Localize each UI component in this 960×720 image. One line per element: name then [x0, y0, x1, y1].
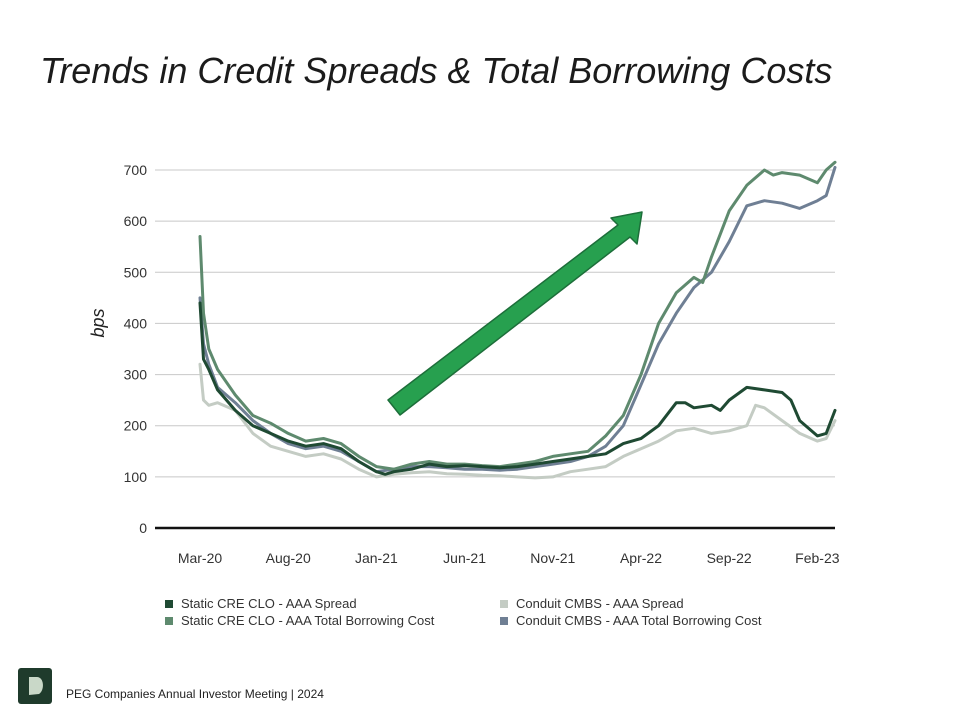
x-tick-label: Sep-22: [707, 550, 752, 566]
x-tick-label: Mar-20: [178, 550, 223, 566]
slide-title: Trends in Credit Spreads & Total Borrowi…: [40, 50, 833, 91]
y-tick-label: 600: [124, 213, 148, 229]
legend-item: Static CRE CLO - AAA Total Borrowing Cos…: [165, 613, 500, 628]
x-tick-label: Jan-21: [355, 550, 398, 566]
y-tick-label: 100: [124, 469, 148, 485]
y-tick-label: 500: [124, 264, 148, 280]
x-tick-label: Nov-21: [530, 550, 575, 566]
x-tick-label: Apr-22: [620, 550, 662, 566]
series-line-conduit-cmbs-aaa-spread: [198, 362, 837, 480]
y-tick-label: 0: [139, 520, 147, 536]
y-tick-label: 300: [124, 367, 148, 383]
y-axis-label: bps: [88, 308, 108, 337]
x-tick-label: Aug-20: [266, 550, 311, 566]
legend-swatch: [500, 616, 508, 625]
legend-swatch: [165, 616, 173, 625]
legend-item: Conduit CMBS - AAA Total Borrowing Cost: [500, 613, 825, 628]
y-tick-labels: 0 100 200 300 400 500 600 700: [124, 162, 148, 536]
legend-item: Static CRE CLO - AAA Spread: [165, 596, 500, 611]
trend-arrow-icon: [387, 211, 643, 416]
x-tick-label: Jun-21: [443, 550, 486, 566]
y-tick-label: 400: [124, 315, 148, 331]
x-tick-label: Feb-23: [795, 550, 840, 566]
legend-swatch: [165, 599, 173, 608]
legend-swatch: [500, 599, 508, 608]
series-lines: [198, 160, 837, 480]
series-line-static-cre-clo-aaa-spread: [198, 301, 837, 476]
x-tick-labels: Mar-20 Aug-20 Jan-21 Jun-21 Nov-21 Apr-22 Sep-…: [178, 550, 840, 566]
peg-logo-icon: [18, 668, 52, 704]
legend-label: Conduit CMBS - AAA Total Borrowing Cost: [516, 613, 762, 628]
footer-text: PEG Companies Annual Investor Meeting | …: [66, 687, 324, 701]
legend-label: Static CRE CLO - AAA Spread: [181, 596, 357, 611]
chart-legend: Static CRE CLO - AAA Spread Conduit CMBS…: [165, 596, 825, 628]
legend-label: Conduit CMBS - AAA Spread: [516, 596, 684, 611]
y-tick-label: 700: [124, 162, 148, 178]
y-tick-label: 200: [124, 418, 148, 434]
footer: PEG Companies Annual Investor Meeting | …: [18, 668, 324, 704]
legend-label: Static CRE CLO - AAA Total Borrowing Cos…: [181, 613, 435, 628]
legend-item: Conduit CMBS - AAA Spread: [500, 596, 825, 611]
series-line-static-cre-clo-aaa-total-borrowing-cost: [198, 160, 837, 471]
line-chart: 0 100 200 300 400 500 600 700 Mar-20 Aug-20 Jan-2…: [88, 160, 840, 566]
